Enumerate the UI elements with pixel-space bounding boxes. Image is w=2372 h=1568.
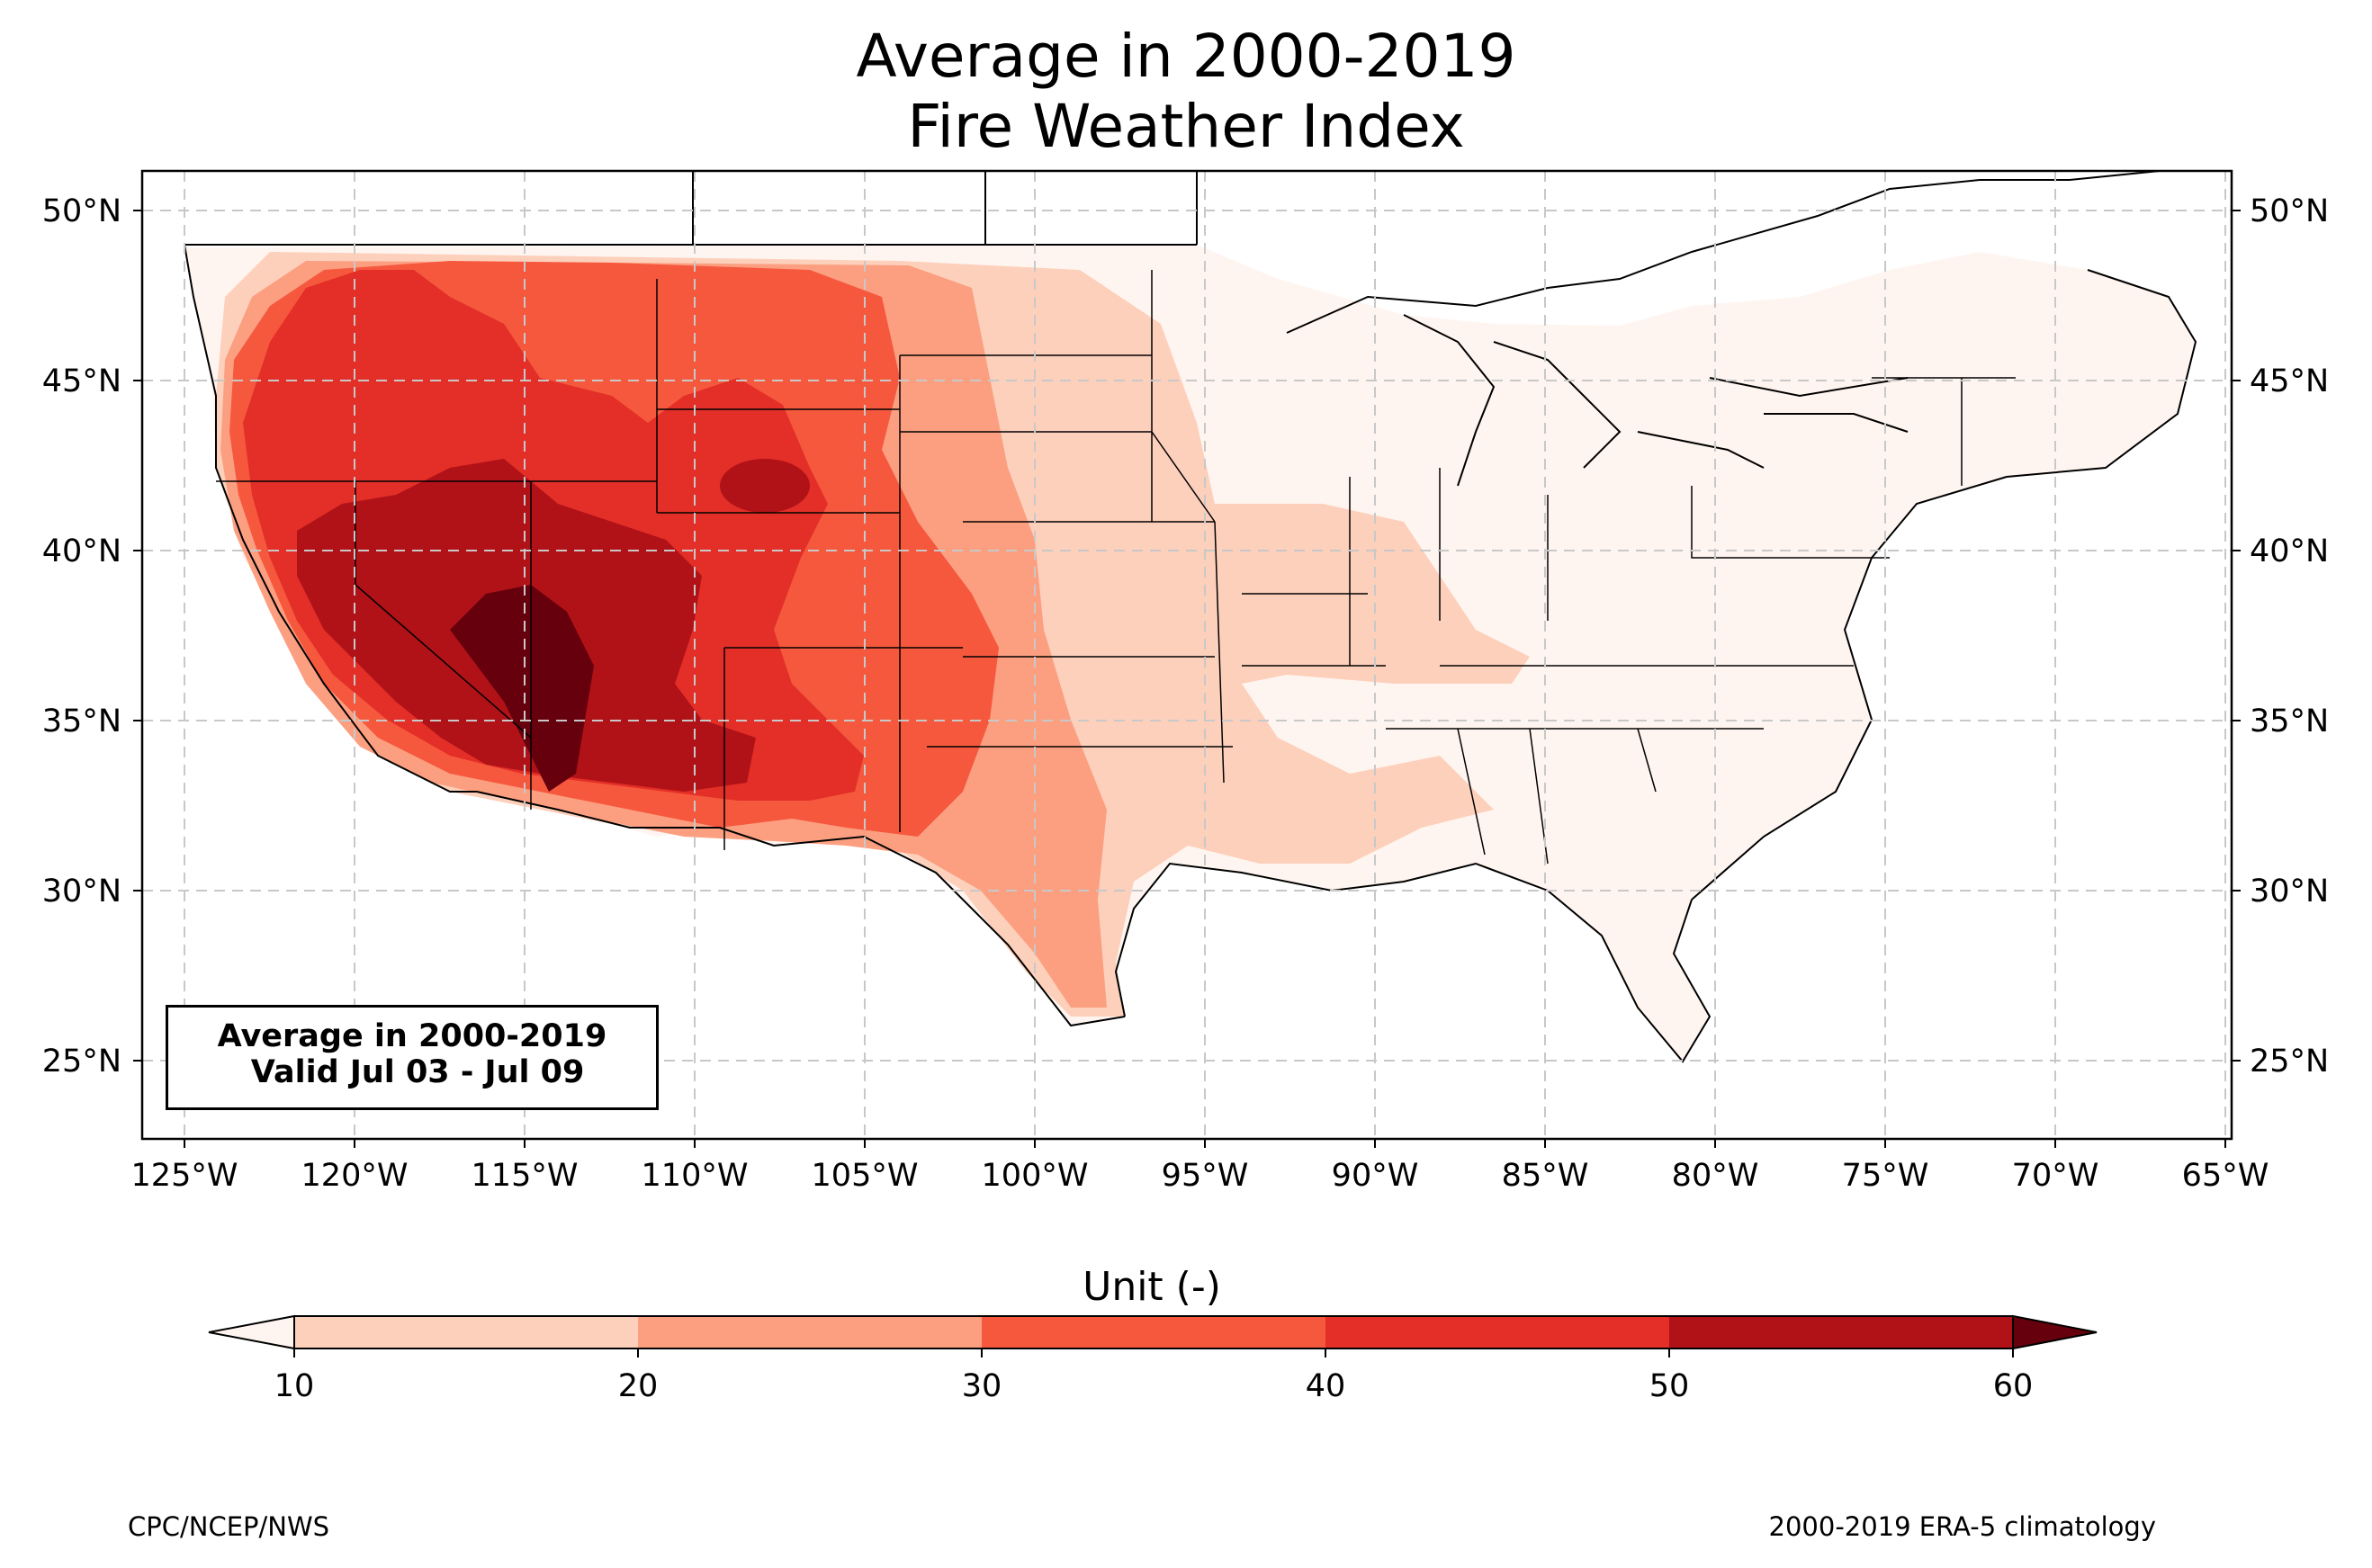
colorbar-bin-10-20	[294, 1316, 638, 1348]
lon-tick-label: 65°W	[2182, 1158, 2269, 1194]
colorbar-tick: 30	[962, 1368, 1002, 1404]
lat-tick-label: 35°N	[42, 703, 121, 739]
colorbar-frame	[293, 1315, 2014, 1349]
lat-tick-label-right: 50°N	[2250, 193, 2329, 229]
gulf-coast	[1114, 862, 1712, 1063]
west-coast	[184, 244, 477, 793]
lon-tick-label: 95°W	[1162, 1158, 1249, 1194]
colorbar-tick: 50	[1649, 1368, 1690, 1404]
fwi-nw-spot	[306, 283, 432, 355]
lon-tick-label: 75°W	[1842, 1158, 1929, 1194]
us-canada-border	[184, 171, 1198, 246]
lon-tick-label: 105°W	[812, 1158, 919, 1194]
colorbar-bin-20-30	[638, 1316, 982, 1348]
info-box: Average in 2000-2019 Valid Jul 03 - Jul …	[166, 1005, 659, 1110]
east-coast	[1691, 269, 2197, 900]
colorbar-tick: 20	[618, 1368, 659, 1404]
lon-tick-label: 90°W	[1332, 1158, 1419, 1194]
footer-credit: CPC/NCEP/NWS	[128, 1511, 330, 1542]
fwi-above-60	[450, 585, 594, 792]
lat-tick-label: 50°N	[42, 193, 121, 229]
lon-tick-label: 115°W	[472, 1158, 579, 1194]
lat-tick-label: 40°N	[42, 533, 121, 569]
title-line-1: Average in 2000-2019	[856, 22, 1516, 91]
lon-ticks: 125°W 120°W 115°W 110°W 105°W 100°W 95°W…	[131, 1139, 2269, 1194]
colorbar-tick: 40	[1306, 1368, 1346, 1404]
lon-tick-label: 120°W	[301, 1158, 409, 1194]
colorbar-tick: 60	[1993, 1368, 2034, 1404]
info-box-line-1: Average in 2000-2019	[217, 1018, 607, 1054]
colorbar-under-arrow	[208, 1314, 295, 1350]
lon-tick-label: 85°W	[1502, 1158, 1589, 1194]
colorbar: 10 20 30 40 50 60	[208, 1314, 2098, 1404]
colorbar-label: Unit (-)	[1083, 1264, 1221, 1310]
lat-tick-label: 25°N	[42, 1044, 121, 1080]
boundaries	[184, 171, 2197, 1063]
colorbar-tick: 10	[274, 1368, 315, 1404]
lat-tick-label-right: 35°N	[2250, 703, 2329, 739]
canada-shore	[1286, 171, 2161, 398]
lat-ticks-right: 50°N 45°N 40°N 35°N 30°N 25°N	[2232, 193, 2329, 1080]
lon-tick-label: 80°W	[1672, 1158, 1759, 1194]
colorbar-over-arrow	[2012, 1314, 2098, 1350]
colorbar-bin-40-50	[1325, 1316, 1669, 1348]
great-lakes	[1403, 314, 1909, 487]
fwi-n-spot	[751, 283, 832, 337]
colorbar-bin-50-60	[1669, 1316, 2013, 1348]
info-box-line-2: Valid Jul 03 - Jul 09	[239, 1054, 585, 1090]
fwi-contours	[184, 245, 2196, 1062]
footer-source: 2000-2019 ERA-5 climatology	[1768, 1511, 2156, 1542]
lat-tick-label: 30°N	[42, 874, 121, 909]
mexico-border	[476, 791, 1126, 1027]
lon-tick-label: 70°W	[2012, 1158, 2099, 1194]
lat-tick-label: 45°N	[42, 363, 121, 399]
state-lines	[216, 270, 2016, 865]
title-line-2: Fire Weather Index	[907, 92, 1465, 161]
lat-ticks-left: 50°N 45°N 40°N 35°N 30°N 25°N	[42, 193, 142, 1080]
lon-tick-label: 100°W	[982, 1158, 1089, 1194]
fwi-wyoming-spot	[720, 459, 810, 513]
lon-tick-label: 125°W	[131, 1158, 238, 1194]
lat-tick-label-right: 40°N	[2250, 533, 2329, 569]
lat-tick-label-right: 30°N	[2250, 874, 2329, 909]
lat-tick-label-right: 25°N	[2250, 1044, 2329, 1080]
lat-tick-label-right: 45°N	[2250, 363, 2329, 399]
colorbar-bin-30-40	[982, 1316, 1325, 1348]
map-frame	[140, 169, 2233, 1141]
lon-tick-label: 110°W	[642, 1158, 749, 1194]
